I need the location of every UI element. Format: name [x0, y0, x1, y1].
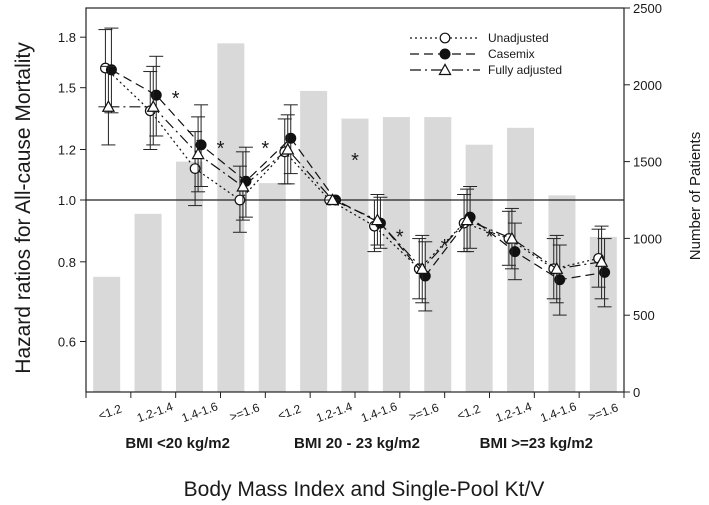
- y-left-tick-label: 0.8: [58, 255, 76, 270]
- data-point: [415, 261, 429, 274]
- x-tick-label: 1.4-1.6: [359, 399, 399, 425]
- x-axis-label: Body Mass Index and Single-Pool Kt/V: [184, 478, 545, 501]
- y-right-tick-label: 2000: [633, 78, 662, 93]
- bar: [341, 118, 369, 392]
- significance-mark: *: [217, 138, 225, 160]
- bar: [507, 127, 535, 393]
- y-axis-right-label: Number of Patients: [687, 132, 704, 260]
- data-point: [281, 142, 295, 155]
- bar: [548, 195, 576, 392]
- bar: [93, 276, 121, 392]
- y-axis-left-label: Hazard ratios for All-cause Mortality: [12, 42, 35, 374]
- y-right-tick-label: 500: [633, 308, 655, 323]
- x-tick-label: 1.4-1.6: [538, 399, 578, 425]
- data-point: [325, 193, 340, 206]
- bar: [424, 117, 452, 392]
- data-point: [460, 213, 474, 226]
- data-point: [509, 246, 521, 258]
- data-point: [234, 194, 246, 206]
- data-point: [505, 231, 519, 244]
- x-tick-label: 1.4-1.6: [180, 399, 220, 425]
- series-fully-adjusted: [101, 65, 609, 304]
- x-tick-label: >=1.6: [228, 400, 262, 424]
- legend-label: Unadjusted: [488, 31, 549, 45]
- legend-label: Casemix: [488, 47, 535, 61]
- group-label: BMI 20 - 23 kg/m2: [294, 435, 420, 452]
- bar: [175, 161, 203, 392]
- legend-item: Unadjusted: [410, 31, 549, 45]
- y-right-tick-label: 0: [633, 385, 640, 400]
- x-tick-label: <1.2: [97, 402, 124, 423]
- legend-item: Fully adjusted: [410, 63, 562, 77]
- legend-item: Casemix: [410, 47, 535, 61]
- bar: [465, 144, 493, 392]
- series-layer: * * * * * * *: [98, 27, 612, 316]
- significance-mark: *: [172, 88, 180, 110]
- significance-mark: *: [261, 138, 269, 160]
- x-tick-label: <1.2: [455, 402, 482, 423]
- x-tick-label: 1.2-1.4: [135, 399, 175, 425]
- bars-layer: [93, 43, 617, 393]
- legend: Unadjusted Casemix Fully adjusted: [410, 31, 562, 77]
- data-point: [594, 254, 609, 267]
- y-right-tick-label: 2500: [633, 1, 662, 16]
- y-left-tick-label: 0.6: [58, 334, 76, 349]
- x-tick-label: 1.2-1.4: [314, 399, 354, 425]
- x-tick-label: <1.2: [276, 402, 303, 423]
- bar: [300, 90, 328, 392]
- y-left-tick-label: 1.0: [58, 193, 76, 208]
- y-right-tick-label: 1500: [633, 155, 662, 170]
- y-left-tick-label: 1.8: [58, 30, 76, 45]
- group-label: BMI >=23 kg/m2: [480, 435, 593, 452]
- bar: [382, 117, 410, 392]
- legend-marker: [439, 48, 451, 60]
- significance-mark: *: [396, 226, 404, 248]
- y-left-tick-label: 1.2: [58, 142, 76, 157]
- y-right-tick-label: 1000: [633, 231, 662, 246]
- data-point: [370, 213, 385, 226]
- data-point: [191, 147, 205, 160]
- data-point: [236, 179, 250, 192]
- x-tick-label: >=1.6: [407, 400, 441, 424]
- data-point: [146, 99, 160, 112]
- legend-marker: [439, 32, 451, 44]
- data-point: [550, 261, 564, 274]
- significance-mark: *: [441, 236, 449, 258]
- significance-mark: *: [486, 226, 494, 248]
- legend-marker: [438, 63, 452, 76]
- data-point: [101, 99, 116, 112]
- significance-mark: *: [351, 150, 359, 172]
- group-label: BMI <20 kg/m2: [125, 435, 230, 452]
- legend-label: Fully adjusted: [488, 63, 562, 77]
- y-left-tick-label: 1.5: [58, 81, 76, 96]
- data-point: [189, 163, 201, 175]
- x-tick-label: 1.2-1.4: [494, 399, 534, 425]
- series-line: [108, 106, 602, 270]
- x-tick-label: >=1.6: [586, 400, 620, 424]
- bar: [134, 213, 162, 392]
- bar: [258, 183, 286, 392]
